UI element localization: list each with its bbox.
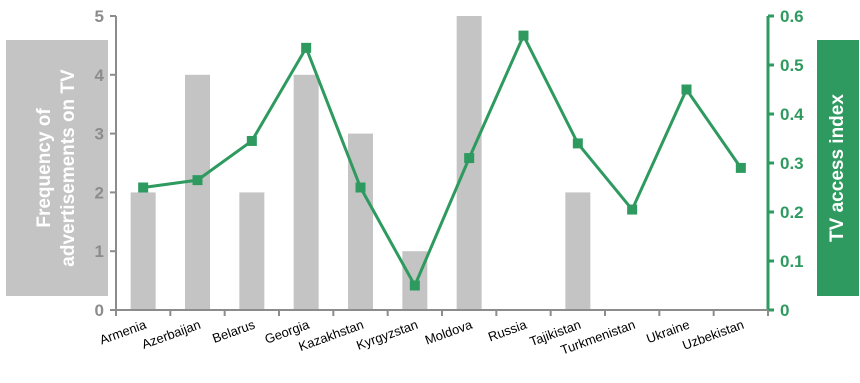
marker-turkmenistan	[627, 204, 638, 215]
x-tick-label: Russia	[486, 316, 529, 344]
bar-armenia	[130, 192, 156, 310]
marker-moldova	[464, 153, 475, 164]
right-tick-label: 0.2	[780, 203, 804, 222]
right-tick-label: 0	[780, 301, 789, 320]
marker-belarus	[246, 135, 257, 146]
bar-kazakhstan	[348, 133, 373, 310]
left-tick-label: 1	[95, 242, 104, 261]
right-tick-label: 0.4	[780, 105, 804, 124]
bar-series	[130, 16, 591, 310]
right-tick-label: 0.5	[780, 56, 804, 75]
x-tick-label: Azerbaijan	[140, 317, 203, 352]
marker-kyrgyzstan	[409, 280, 420, 291]
x-tick-label: Uzbekistan	[680, 317, 746, 353]
bar-azerbaijan	[185, 74, 210, 310]
left-tick-label: 3	[95, 125, 104, 144]
marker-uzbekistan	[735, 162, 746, 173]
tv-access-line	[142, 34, 743, 287]
bar-georgia	[293, 74, 319, 310]
left-tick-label: 0	[95, 301, 104, 320]
right-axis-label-box: TV access index	[817, 40, 859, 296]
marker-armenia	[138, 182, 149, 193]
right-tick-label: 0.3	[780, 154, 804, 173]
marker-georgia	[301, 42, 312, 53]
marker-azerbaijan	[192, 175, 203, 186]
marker-ukraine	[681, 84, 692, 95]
bar-tajikistan	[565, 192, 591, 310]
x-tick-label: Kyrgyzstan	[354, 317, 420, 353]
bar-belarus	[239, 192, 265, 310]
x-tick-label: Belarus	[210, 317, 257, 346]
x-tick-label: Moldova	[423, 316, 475, 347]
left-axis-label-box: Frequency of advertisements on TV	[6, 40, 108, 296]
marker-tajikistan	[572, 138, 583, 149]
left-tick-label: 5	[95, 7, 104, 26]
marker-kazakhstan	[355, 182, 366, 193]
line-series	[138, 30, 746, 291]
right-tick-label: 0.6	[780, 7, 804, 26]
left-tick-label: 4	[95, 66, 105, 85]
axes	[110, 14, 774, 316]
left-tick-label: 2	[95, 183, 104, 202]
right-tick-label: 0.1	[780, 252, 804, 271]
marker-russia	[518, 30, 529, 41]
